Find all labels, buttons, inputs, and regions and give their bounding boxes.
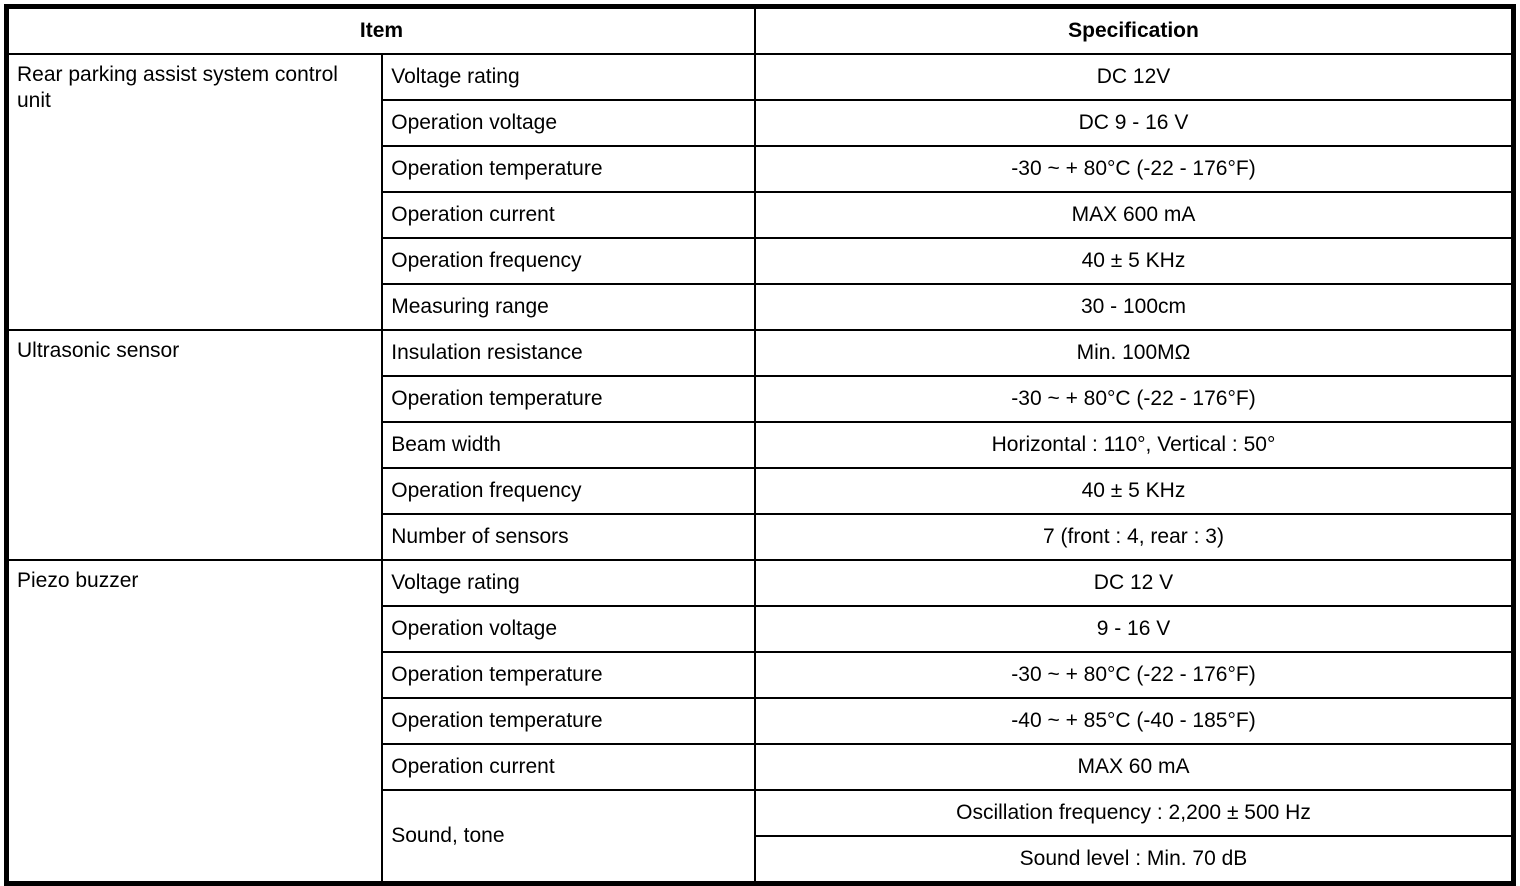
table-row: Operation current MAX 600 mA bbox=[7, 191, 1515, 239]
specification-value-cell: DC 12V bbox=[753, 53, 1515, 101]
table-row: Operation frequency 40 ± 5 KHz bbox=[7, 467, 1515, 515]
item-label-cell: Operation frequency bbox=[381, 467, 756, 515]
specification-value-cell: 7 (front : 4, rear : 3) bbox=[753, 513, 1515, 561]
specification-table: Item Specification Rear parking assist s… bbox=[4, 4, 1516, 886]
item-label-cell: Number of sensors bbox=[381, 513, 756, 561]
table-row: Operation frequency 40 ± 5 KHz bbox=[7, 237, 1515, 285]
item-label-cell: Operation temperature bbox=[381, 375, 756, 423]
specification-value-cell: DC 12 V bbox=[753, 559, 1515, 607]
item-group-cell: Ultrasonic sensor bbox=[5, 329, 384, 561]
specification-value-cell: MAX 60 mA bbox=[753, 743, 1515, 791]
specification-value-cell: Min. 100MΩ bbox=[753, 329, 1515, 377]
specification-value-cell: -40 ~ + 85°C (-40 - 185°F) bbox=[753, 697, 1515, 745]
table-body: Rear parking assist system control unit V… bbox=[5, 53, 1515, 885]
item-label-cell: Beam width bbox=[381, 421, 756, 469]
specification-value-cell: -30 ~ + 80°C (-22 - 176°F) bbox=[753, 375, 1515, 423]
specification-value-cell: Oscillation frequency : 2,200 ± 500 Hz bbox=[753, 789, 1515, 837]
table-row: Ultrasonic sensor Insulation resistance Mi… bbox=[5, 329, 1515, 561]
item-label-cell: Operation current bbox=[381, 191, 756, 239]
item-label-cell: Voltage rating bbox=[381, 559, 756, 607]
table-row: Piezo buzzer Voltage rating DC 12 V bbox=[5, 559, 1515, 885]
table-row: Operation temperature -40 ~ + 85°C (-40 -… bbox=[7, 697, 1515, 745]
item-label-cell: Insulation resistance bbox=[381, 329, 756, 377]
specification-value-cell: 30 - 100cm bbox=[753, 283, 1515, 331]
specification-value-cell: 40 ± 5 KHz bbox=[753, 237, 1515, 285]
table-row: Operation temperature -30 ~ + 80°C (-22 -… bbox=[7, 651, 1515, 699]
item-label-cell: Measuring range bbox=[381, 283, 756, 331]
item-label-cell: Operation current bbox=[381, 743, 756, 791]
header-row: Item Specification bbox=[5, 5, 1515, 55]
specification-value-cell: Horizontal : 110°, Vertical : 50° bbox=[753, 421, 1515, 469]
specification-value-cell: -30 ~ + 80°C (-22 - 176°F) bbox=[753, 145, 1515, 193]
table-row: Number of sensors 7 (front : 4, rear : 3) bbox=[7, 513, 1515, 561]
item-label-cell: Operation temperature bbox=[381, 145, 756, 193]
specification-value-cell: -30 ~ + 80°C (-22 - 176°F) bbox=[753, 651, 1515, 699]
table-row: Measuring range 30 - 100cm bbox=[7, 283, 1515, 331]
item-group-cell: Piezo buzzer bbox=[5, 559, 384, 885]
table-row: Operation current MAX 60 mA bbox=[7, 743, 1515, 791]
item-label-cell: Operation voltage bbox=[381, 605, 756, 653]
table-row: Rear parking assist system control unit V… bbox=[5, 53, 1515, 331]
table-row: Beam width Horizontal : 110°, Vertical : … bbox=[7, 421, 1515, 469]
specification-value-cell: DC 9 - 16 V bbox=[753, 99, 1515, 147]
specification-value-cell: 9 - 16 V bbox=[753, 605, 1515, 653]
table-row: Operation temperature -30 ~ + 80°C (-22 -… bbox=[7, 145, 1515, 193]
item-label-cell: Operation temperature bbox=[381, 697, 756, 745]
item-label-cell: Operation frequency bbox=[381, 237, 756, 285]
table-row: Operation voltage DC 9 - 16 V bbox=[7, 99, 1515, 147]
specification-value-cell: Sound level : Min. 70 dB bbox=[753, 835, 1515, 885]
specification-column-header: Specification bbox=[753, 5, 1515, 55]
item-label-cell: Operation temperature bbox=[381, 651, 756, 699]
table-row: Operation temperature -30 ~ + 80°C (-22 -… bbox=[7, 375, 1515, 423]
item-group-cell: Rear parking assist system control unit bbox=[5, 53, 384, 331]
item-label-cell: Sound, tone bbox=[381, 789, 756, 885]
item-label-cell: Operation voltage bbox=[381, 99, 756, 147]
specification-value-cell: 40 ± 5 KHz bbox=[753, 467, 1515, 515]
item-column-header: Item bbox=[5, 5, 756, 55]
table-row: Operation voltage 9 - 16 V bbox=[7, 605, 1515, 653]
specification-value-cell: MAX 600 mA bbox=[753, 191, 1515, 239]
item-label-cell: Voltage rating bbox=[381, 53, 756, 101]
